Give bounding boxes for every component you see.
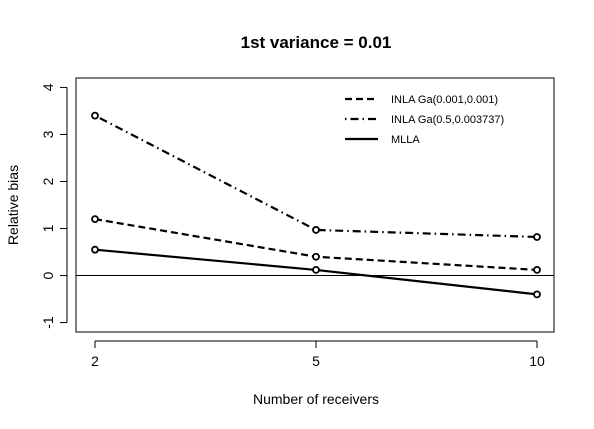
- y-tick-label: 1: [40, 224, 56, 232]
- series-line: [94, 114, 538, 239]
- data-point: [533, 290, 541, 299]
- series-3: [91, 245, 541, 299]
- y-axis-label: Relative bias: [5, 165, 21, 245]
- y-tick-label: 2: [40, 177, 56, 185]
- data-point: [533, 233, 541, 241]
- data-point: [312, 266, 320, 274]
- x-tick-label: 2: [91, 353, 99, 369]
- series-1: [91, 215, 541, 274]
- x-axis: 2 5 10: [91, 340, 545, 369]
- data-point: [312, 226, 320, 234]
- y-axis: -1 0 1 2 3 4: [40, 83, 68, 329]
- y-tick-label: 4: [40, 83, 56, 91]
- x-tick-label: 5: [312, 353, 320, 369]
- x-axis-label: Number of receivers: [253, 391, 379, 407]
- x-tick-label: 10: [529, 353, 545, 369]
- legend: INLA Ga(0.001,0.001) INLA Ga(0.5,0.003737…: [345, 94, 504, 146]
- legend-label: INLA Ga(0.5,0.003737): [391, 114, 504, 126]
- legend-label: INLA Ga(0.001,0.001): [391, 94, 498, 106]
- plot-frame: [75, 77, 555, 333]
- y-tick-label: 0: [40, 271, 56, 279]
- data-point: [91, 215, 99, 224]
- data-point: [312, 252, 320, 261]
- chart-title: 1st variance = 0.01: [241, 33, 392, 52]
- y-tick-label: -1: [40, 316, 56, 329]
- data-point: [91, 245, 99, 254]
- data-point: [91, 111, 99, 120]
- y-tick-label: 3: [40, 130, 56, 138]
- series-2: [91, 111, 541, 241]
- legend-label: MLLA: [391, 134, 420, 146]
- data-point: [533, 266, 541, 274]
- series-layer: [91, 111, 541, 299]
